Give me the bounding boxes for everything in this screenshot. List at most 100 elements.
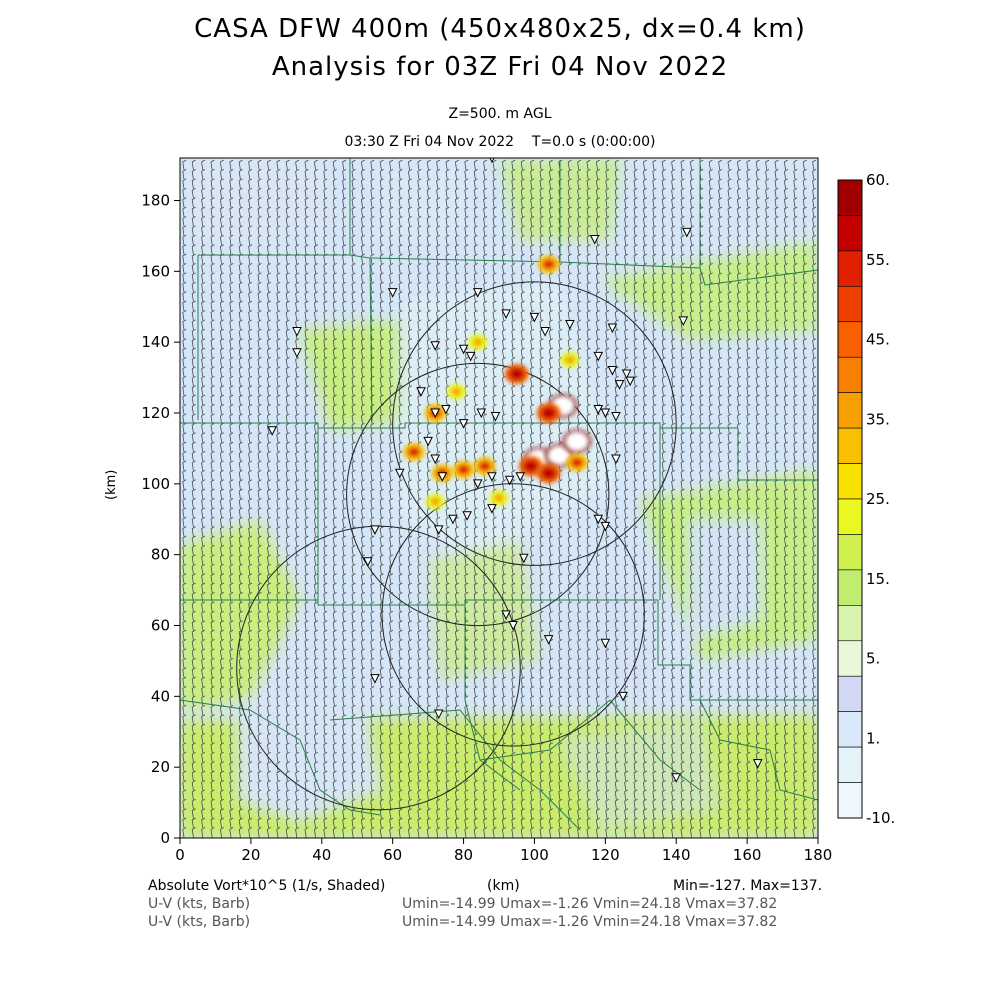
x-tick-label: 20: [241, 846, 260, 864]
storm-cell: [537, 255, 560, 274]
colorbar-segment: [837, 215, 863, 252]
colorbar: [837, 179, 863, 819]
colorbar-segment: [837, 250, 863, 287]
minmax-label: Min=-127. Max=137.: [673, 878, 823, 894]
station-marker: [363, 557, 373, 567]
station-marker: [614, 380, 625, 390]
barb-stats-1: Umin=-14.99 Umax=-1.26 Vmin=24.18 Vmax=3…: [402, 896, 778, 912]
y-tick-label: 20: [151, 758, 170, 776]
x-tick-label: 140: [662, 846, 691, 864]
station-marker: [501, 610, 511, 620]
colorbar-label: 1.: [866, 729, 880, 747]
y-tick-label: 100: [141, 475, 170, 493]
station-marker: [600, 408, 611, 419]
storm-cell: [536, 463, 561, 484]
station-marker: [504, 475, 515, 486]
colorbar-label: 45.: [866, 331, 890, 349]
station-marker: [611, 412, 621, 422]
station-marker: [489, 158, 495, 164]
wind-barb-grid: [182, 159, 817, 838]
y-tick-label: 140: [141, 333, 170, 351]
colorbar-segment: [837, 392, 863, 429]
y-tick-label: 120: [141, 404, 170, 422]
storm-cell: [474, 457, 496, 476]
station-marker: [593, 351, 604, 362]
storm-cell: [504, 364, 529, 385]
barb-label-2: U-V (kts, Barb): [148, 914, 251, 930]
x-axis-ticks: 0 20 40 60 80 100 120 140 160 180: [175, 838, 832, 864]
x-tick-label: 160: [733, 846, 762, 864]
x-tick-label: 100: [520, 846, 549, 864]
radar-ring-3: [381, 483, 645, 747]
colorbar-frame: [837, 179, 863, 819]
station-marker: [515, 472, 526, 482]
y-tick-label: 80: [151, 546, 170, 564]
colorbar-segment: [837, 321, 863, 358]
time-label: 03:30 Z Fri 04 Nov 2022 T=0.0 s (0:00:00…: [344, 134, 656, 150]
station-marker: [465, 351, 476, 362]
barb-stats-2: Umin=-14.99 Umax=-1.26 Vmin=24.18 Vmax=3…: [402, 914, 778, 930]
level-label: Z=500. m AGL: [448, 106, 552, 122]
station-marker: [437, 472, 448, 482]
colorbar-segment: [837, 498, 863, 535]
barb-label-1: U-V (kts, Barb): [148, 896, 251, 912]
storm-cell: [562, 429, 592, 454]
storm-cell: [468, 334, 488, 351]
station-marker: [490, 412, 501, 422]
storm-cell: [489, 490, 509, 506]
storm-cells: [403, 255, 592, 510]
colorbar-label: 35.: [866, 410, 890, 428]
colorbar-segment: [837, 746, 863, 783]
station-marker: [487, 472, 497, 482]
y-axis-ticks: 0 20 40 60 80 100 120 140 160 180: [141, 192, 180, 847]
y-tick-label: 160: [141, 262, 170, 280]
storm-cell: [452, 460, 475, 479]
radar-ring-0: [392, 281, 677, 566]
station-marker: [394, 468, 405, 479]
station-marker: [593, 404, 604, 415]
storm-cell: [536, 403, 561, 423]
colorbar-segment: [837, 179, 863, 216]
colorbar-segment: [837, 463, 863, 500]
colorbar-label: 60.: [866, 171, 890, 189]
station-marker: [625, 376, 635, 387]
station-marker: [682, 227, 692, 238]
station-marker: [519, 553, 529, 564]
wind-barbs: [182, 159, 817, 838]
station-marker: [540, 327, 550, 337]
station-marker: [600, 638, 611, 649]
x-tick-label: 60: [383, 846, 402, 864]
y-tick-label: 0: [160, 829, 170, 847]
station-marker: [472, 479, 483, 489]
y-axis-label: (km): [104, 469, 119, 500]
station-marker: [607, 323, 618, 334]
station-marker: [423, 436, 433, 447]
station-marker: [387, 288, 398, 298]
station-marker: [433, 709, 444, 720]
plot-frame: [179, 157, 819, 839]
y-tick-label: 60: [151, 617, 170, 635]
station-marker: [487, 504, 497, 514]
colorbar-segment: [837, 569, 863, 606]
station-marker: [621, 369, 632, 380]
x-tick-label: 180: [804, 846, 833, 864]
storm-cell: [425, 493, 445, 510]
station-marker: [543, 635, 554, 645]
station-marker: [441, 404, 451, 415]
station-marker: [433, 525, 444, 535]
station-marker: [370, 674, 380, 684]
x-tick-label: 40: [312, 846, 331, 864]
colorbar-segment: [837, 640, 863, 677]
station-marker: [600, 521, 611, 532]
colorbar-segment: [837, 605, 863, 642]
field-label: Absolute Vort*10^5 (1/s, Shaded): [148, 878, 386, 894]
colorbar-label: -10.: [866, 809, 895, 827]
station-marker: [448, 514, 458, 525]
station-marker: [458, 419, 469, 429]
plot-area: [180, 158, 818, 838]
x-tick-label: 80: [454, 846, 473, 864]
x-tick-label: 120: [591, 846, 620, 864]
storm-cell: [560, 351, 580, 368]
station-marker: [430, 341, 441, 351]
